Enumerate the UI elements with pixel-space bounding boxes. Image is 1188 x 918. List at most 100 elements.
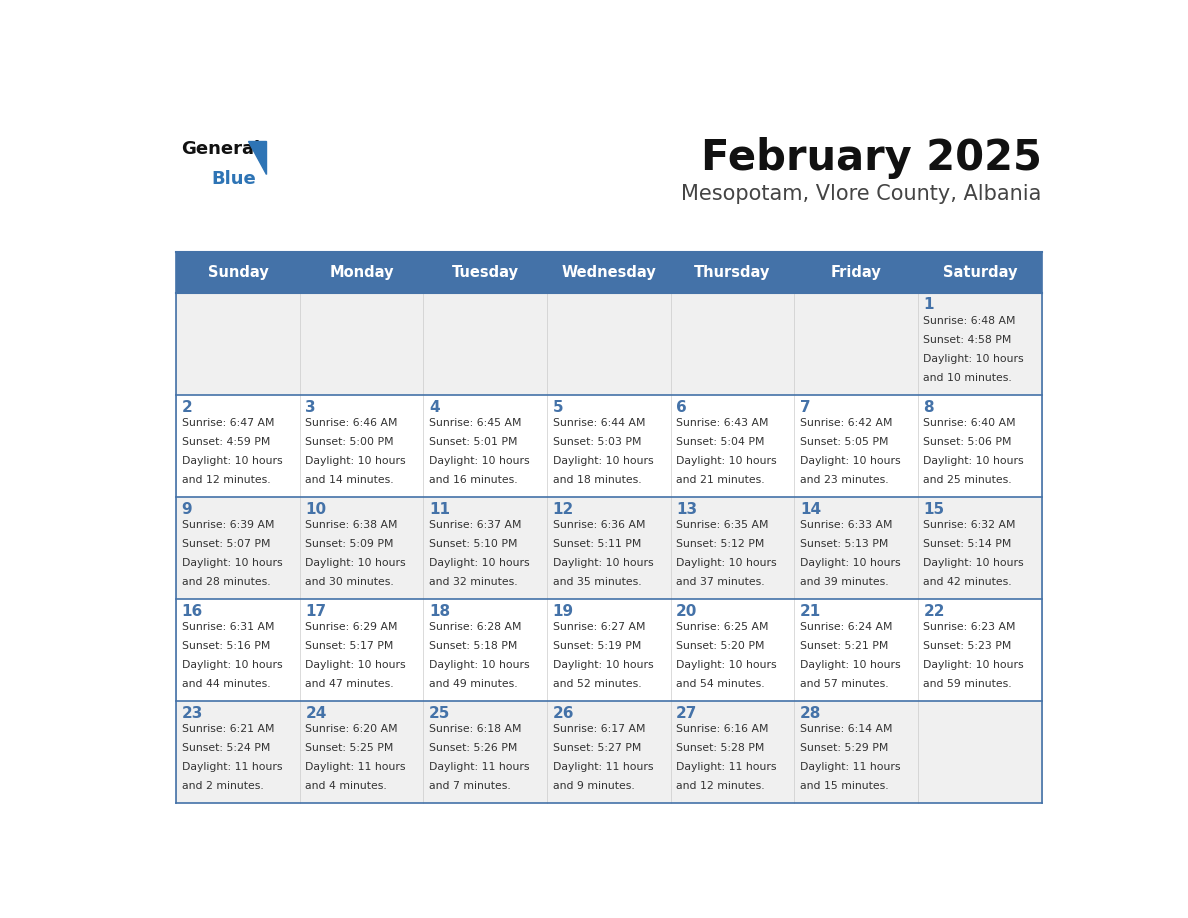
Text: Sunset: 5:12 PM: Sunset: 5:12 PM xyxy=(676,539,765,549)
Text: Sunrise: 6:43 AM: Sunrise: 6:43 AM xyxy=(676,418,769,428)
Text: and 37 minutes.: and 37 minutes. xyxy=(676,577,765,587)
Text: Daylight: 10 hours: Daylight: 10 hours xyxy=(923,353,1024,364)
Text: and 32 minutes.: and 32 minutes. xyxy=(429,577,518,587)
Text: Sunrise: 6:14 AM: Sunrise: 6:14 AM xyxy=(800,724,892,734)
Text: Sunset: 5:23 PM: Sunset: 5:23 PM xyxy=(923,641,1012,651)
Text: Monday: Monday xyxy=(329,264,394,279)
Bar xyxy=(299,395,423,497)
Text: Daylight: 10 hours: Daylight: 10 hours xyxy=(552,455,653,465)
Text: Sunset: 5:18 PM: Sunset: 5:18 PM xyxy=(429,641,517,651)
Text: Sunset: 5:14 PM: Sunset: 5:14 PM xyxy=(923,539,1012,549)
Text: Sunset: 5:10 PM: Sunset: 5:10 PM xyxy=(429,539,518,549)
Text: and 14 minutes.: and 14 minutes. xyxy=(305,475,394,485)
Text: and 44 minutes.: and 44 minutes. xyxy=(182,678,271,688)
Text: and 54 minutes.: and 54 minutes. xyxy=(676,678,765,688)
Text: 16: 16 xyxy=(182,604,203,619)
Bar xyxy=(546,599,671,700)
Text: Daylight: 10 hours: Daylight: 10 hours xyxy=(923,660,1024,670)
Text: 6: 6 xyxy=(676,399,687,415)
Bar xyxy=(795,293,918,395)
Text: Daylight: 10 hours: Daylight: 10 hours xyxy=(676,455,777,465)
Text: and 12 minutes.: and 12 minutes. xyxy=(182,475,271,485)
Text: Sunrise: 6:28 AM: Sunrise: 6:28 AM xyxy=(429,622,522,633)
Text: Daylight: 10 hours: Daylight: 10 hours xyxy=(429,455,530,465)
Text: 1: 1 xyxy=(923,297,934,312)
Bar xyxy=(671,599,795,700)
Text: Sunrise: 6:21 AM: Sunrise: 6:21 AM xyxy=(182,724,274,734)
Text: 14: 14 xyxy=(800,501,821,517)
Text: Wednesday: Wednesday xyxy=(562,264,656,279)
Text: Sunset: 5:00 PM: Sunset: 5:00 PM xyxy=(305,437,394,447)
Text: Sunset: 5:16 PM: Sunset: 5:16 PM xyxy=(182,641,270,651)
Text: and 18 minutes.: and 18 minutes. xyxy=(552,475,642,485)
Bar xyxy=(795,700,918,803)
Bar xyxy=(423,293,546,395)
Text: Sunset: 5:21 PM: Sunset: 5:21 PM xyxy=(800,641,889,651)
Text: Daylight: 10 hours: Daylight: 10 hours xyxy=(305,455,406,465)
Bar xyxy=(176,395,299,497)
Text: Daylight: 10 hours: Daylight: 10 hours xyxy=(800,455,901,465)
Text: Sunrise: 6:33 AM: Sunrise: 6:33 AM xyxy=(800,520,892,530)
Text: Sunset: 5:03 PM: Sunset: 5:03 PM xyxy=(552,437,642,447)
Text: Daylight: 10 hours: Daylight: 10 hours xyxy=(305,558,406,567)
Text: Sunset: 4:59 PM: Sunset: 4:59 PM xyxy=(182,437,270,447)
Text: and 7 minutes.: and 7 minutes. xyxy=(429,781,511,790)
Text: Sunset: 5:09 PM: Sunset: 5:09 PM xyxy=(305,539,393,549)
Bar xyxy=(918,700,1042,803)
Text: Sunset: 5:04 PM: Sunset: 5:04 PM xyxy=(676,437,765,447)
Text: Daylight: 10 hours: Daylight: 10 hours xyxy=(182,660,283,670)
Text: Daylight: 10 hours: Daylight: 10 hours xyxy=(676,660,777,670)
Text: Daylight: 11 hours: Daylight: 11 hours xyxy=(182,762,282,772)
Text: Daylight: 10 hours: Daylight: 10 hours xyxy=(552,660,653,670)
Text: Sunset: 5:20 PM: Sunset: 5:20 PM xyxy=(676,641,765,651)
Bar xyxy=(918,293,1042,395)
Text: Sunrise: 6:48 AM: Sunrise: 6:48 AM xyxy=(923,316,1016,326)
Bar xyxy=(671,252,795,293)
Text: Sunrise: 6:24 AM: Sunrise: 6:24 AM xyxy=(800,622,892,633)
Text: Sunrise: 6:38 AM: Sunrise: 6:38 AM xyxy=(305,520,398,530)
Text: and 16 minutes.: and 16 minutes. xyxy=(429,475,518,485)
Text: and 23 minutes.: and 23 minutes. xyxy=(800,475,889,485)
Text: Sunset: 5:07 PM: Sunset: 5:07 PM xyxy=(182,539,270,549)
Text: Daylight: 10 hours: Daylight: 10 hours xyxy=(305,660,406,670)
Text: Sunrise: 6:27 AM: Sunrise: 6:27 AM xyxy=(552,622,645,633)
Text: 27: 27 xyxy=(676,706,697,721)
Text: 21: 21 xyxy=(800,604,821,619)
Text: Daylight: 11 hours: Daylight: 11 hours xyxy=(800,762,901,772)
Text: and 15 minutes.: and 15 minutes. xyxy=(800,781,889,790)
Text: Daylight: 11 hours: Daylight: 11 hours xyxy=(305,762,406,772)
Bar xyxy=(795,252,918,293)
Text: Sunset: 5:17 PM: Sunset: 5:17 PM xyxy=(305,641,393,651)
Text: Sunrise: 6:46 AM: Sunrise: 6:46 AM xyxy=(305,418,398,428)
Bar xyxy=(299,293,423,395)
Bar xyxy=(176,497,299,599)
Bar xyxy=(795,599,918,700)
Text: Sunrise: 6:17 AM: Sunrise: 6:17 AM xyxy=(552,724,645,734)
Text: and 21 minutes.: and 21 minutes. xyxy=(676,475,765,485)
Text: 28: 28 xyxy=(800,706,821,721)
Text: 13: 13 xyxy=(676,501,697,517)
Text: Sunset: 5:06 PM: Sunset: 5:06 PM xyxy=(923,437,1012,447)
Text: Sunrise: 6:25 AM: Sunrise: 6:25 AM xyxy=(676,622,769,633)
Text: and 10 minutes.: and 10 minutes. xyxy=(923,373,1012,383)
Text: Daylight: 10 hours: Daylight: 10 hours xyxy=(552,558,653,567)
Text: Sunrise: 6:23 AM: Sunrise: 6:23 AM xyxy=(923,622,1016,633)
Text: Sunrise: 6:32 AM: Sunrise: 6:32 AM xyxy=(923,520,1016,530)
Bar xyxy=(423,700,546,803)
Text: 25: 25 xyxy=(429,706,450,721)
Text: and 42 minutes.: and 42 minutes. xyxy=(923,577,1012,587)
Bar xyxy=(918,252,1042,293)
Text: and 59 minutes.: and 59 minutes. xyxy=(923,678,1012,688)
Text: Mesopotam, Vlore County, Albania: Mesopotam, Vlore County, Albania xyxy=(681,185,1042,205)
Text: Sunset: 5:19 PM: Sunset: 5:19 PM xyxy=(552,641,642,651)
Text: 26: 26 xyxy=(552,706,574,721)
Text: and 30 minutes.: and 30 minutes. xyxy=(305,577,394,587)
Text: Sunset: 5:29 PM: Sunset: 5:29 PM xyxy=(800,743,889,753)
Text: Daylight: 10 hours: Daylight: 10 hours xyxy=(800,660,901,670)
Bar xyxy=(423,599,546,700)
Text: February 2025: February 2025 xyxy=(701,137,1042,179)
Text: 2: 2 xyxy=(182,399,192,415)
Text: Daylight: 10 hours: Daylight: 10 hours xyxy=(923,455,1024,465)
Text: Sunrise: 6:44 AM: Sunrise: 6:44 AM xyxy=(552,418,645,428)
Bar xyxy=(176,700,299,803)
